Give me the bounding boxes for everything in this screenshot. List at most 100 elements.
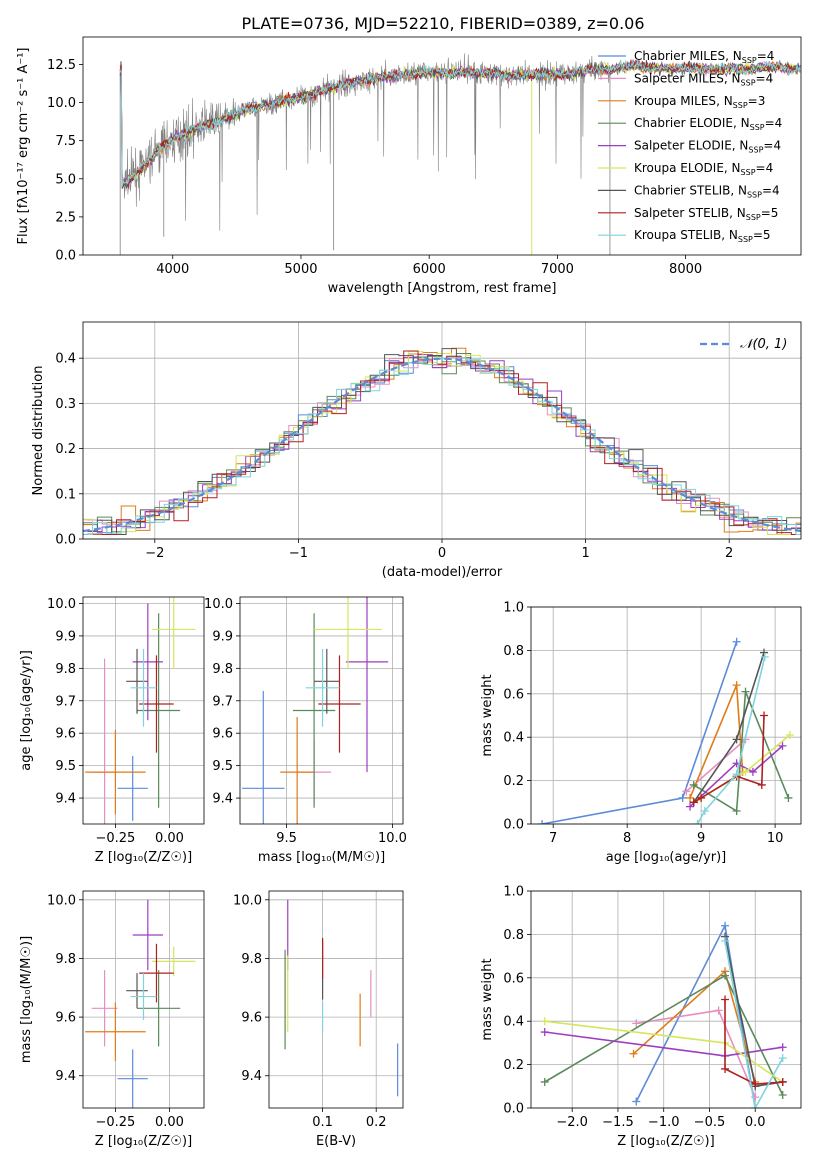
weight-point-marker (538, 820, 547, 824)
mass-vs-ebv-axes-frame (268, 890, 404, 1109)
legend-model-name: Kroupa MILES (634, 94, 716, 108)
spectrum-lines (119, 53, 801, 255)
residuals-ytick-label: 0.2 (55, 442, 76, 457)
legend-nssp: 4 (767, 49, 775, 63)
legend-label: Kroupa MILES, NSSP=3 (634, 94, 765, 110)
weight-point-marker (760, 711, 769, 720)
weight-point-marker (721, 921, 730, 930)
age-vs-mass-ytick-label: 9.8 (212, 662, 233, 677)
legend-nssp: 4 (775, 116, 783, 130)
residuals-ytick-label: 0.1 (55, 487, 76, 502)
residuals-xtick-label: 0 (438, 546, 446, 561)
weight-point-marker (760, 652, 769, 661)
legend-nssp: 4 (766, 161, 774, 175)
legend-model-name: Chabrier STELIB (634, 183, 730, 197)
residuals-ytick-label: 0.3 (55, 397, 76, 412)
legend-label: Kroupa ELODIE, NSSP=4 (634, 161, 773, 177)
spectrum-ytick-label: 12.5 (47, 58, 76, 73)
spectrum-xtick-label: 4000 (156, 262, 189, 277)
histogram-step-line (83, 356, 801, 531)
mass-vs-z-ytick-label: 10.0 (47, 893, 76, 908)
weight-point-marker (757, 780, 766, 789)
mass-vs-ebv-xtick-label: 0.2 (366, 1115, 387, 1130)
spectrum-xlabel: wavelength [Angstrom, rest frame] (328, 281, 557, 296)
age-vs-z-ytick-label: 9.9 (55, 629, 76, 644)
spectrum-ylabel: Flux [fλ10⁻¹⁷ erg cm⁻² s⁻¹ A⁻¹] (16, 48, 31, 245)
histogram-step-line (83, 348, 801, 535)
mass-vs-ebv-xtick-label: 0.1 (312, 1115, 333, 1130)
legend-label: Salpeter MILES, NSSP=4 (634, 71, 773, 87)
residuals-ytick-label: 0.4 (55, 352, 76, 367)
mass-vs-ebv-ytick-label: 9.8 (241, 952, 262, 967)
weight-point-marker (721, 1064, 730, 1073)
age-vs-z-ytick-label: 9.8 (55, 662, 76, 677)
legend-label: Kroupa STELIB, NSSP=5 (634, 228, 771, 244)
weight-series-line (689, 745, 784, 808)
mass-vs-ebv-ytick-label: 9.6 (241, 1011, 262, 1026)
spectrum-ytick-label: 0.0 (55, 249, 76, 264)
weight-point-marker (689, 798, 698, 807)
spectrum-xtick-label: 7000 (541, 262, 574, 277)
weight-point-marker (784, 793, 793, 802)
age-vs-mass-ytick-label: 9.9 (212, 629, 233, 644)
weight-series-line (693, 715, 765, 803)
residuals-xtick-label: 2 (725, 546, 733, 561)
weight-point-marker (629, 1049, 638, 1058)
residuals-ylabel: Normed distribution (31, 366, 46, 496)
weight-point-marker (732, 770, 741, 779)
weight-point-marker (686, 802, 695, 811)
weight-point-marker (748, 767, 757, 776)
residuals-xtick-label: 1 (581, 546, 589, 561)
weight-point-marker (751, 1080, 760, 1089)
weight-vs-age-ylabel: mass weight (480, 674, 495, 756)
weight-vs-z-xtick-label: 0.0 (745, 1115, 766, 1130)
legend-label: Salpeter ELODIE, NSSP=4 (634, 139, 781, 155)
mass-vs-z-xtick-label: 0.00 (155, 1115, 184, 1130)
weight-point-marker (721, 936, 730, 945)
residuals-xtick-label: −1 (289, 546, 308, 561)
age-vs-z-ylabel: age [log₁₀(age/yr)] (19, 650, 34, 771)
weight-point-marker (689, 780, 698, 789)
spectrum-axes-frame (82, 36, 802, 256)
mass-vs-z-xtick-label: −0.25 (95, 1115, 135, 1130)
mass-vs-z-ytick-label: 9.6 (55, 1011, 76, 1026)
mass-vs-z-errorbars (85, 899, 196, 1108)
weight-point-marker (632, 1019, 641, 1028)
age-vs-z-ytick-label: 9.6 (55, 727, 76, 742)
age-vs-mass-axes-frame (239, 596, 404, 825)
mass-vs-ebv-ytick-label: 10.0 (233, 893, 262, 908)
weight-vs-z-ytick-label: 0.4 (503, 1015, 524, 1030)
histogram-step-line (83, 354, 801, 535)
legend-label: Chabrier ELODIE, NSSP=4 (634, 116, 782, 132)
weight-vs-z-ytick-label: 1.0 (503, 885, 524, 900)
weight-vs-age-xlabel: age [log₁₀(age/yr)] (606, 850, 727, 865)
legend-label: Chabrier MILES, NSSP=4 (634, 49, 774, 65)
weight-point-marker (778, 1077, 787, 1086)
spectrum-ytick-label: 5.0 (55, 172, 76, 187)
age-vs-z-ytick-label: 9.4 (55, 792, 76, 807)
legend-model-name: Salpeter ELODIE (634, 139, 732, 153)
age-vs-z-xtick-label: −0.25 (95, 831, 135, 846)
weight-point-marker (778, 1090, 787, 1099)
age-vs-z-ytick-label: 9.7 (55, 694, 76, 709)
weight-point-marker (732, 681, 741, 690)
legend-nssp: 5 (763, 228, 771, 242)
mass-vs-ebv-errorbars (284, 899, 399, 1097)
weight-vs-age-ytick-label: 0.0 (503, 818, 524, 833)
age-vs-z-errorbars (85, 597, 196, 824)
weight-point-marker (697, 793, 706, 802)
spectrum-ytick-label: 2.5 (55, 210, 76, 225)
weight-series-line (724, 936, 783, 1088)
weight-vs-z-xtick-label: −1.0 (648, 1115, 680, 1130)
weight-point-marker (741, 767, 750, 776)
age-vs-mass-xtick-label: 10.0 (378, 831, 407, 846)
weight-vs-z-ytick-label: 0.2 (503, 1058, 524, 1073)
weight-vs-z-xtick-label: −2.0 (556, 1115, 588, 1130)
weight-point-marker (540, 1028, 549, 1037)
weight-point-marker (693, 820, 702, 824)
age-vs-z-ytick-label: 9.5 (55, 759, 76, 774)
age-vs-mass-ytick-label: 9.5 (212, 759, 233, 774)
weight-series-line (693, 652, 765, 803)
histogram-steps (83, 347, 801, 535)
weight-vs-z-xtick-label: −1.5 (602, 1115, 634, 1130)
